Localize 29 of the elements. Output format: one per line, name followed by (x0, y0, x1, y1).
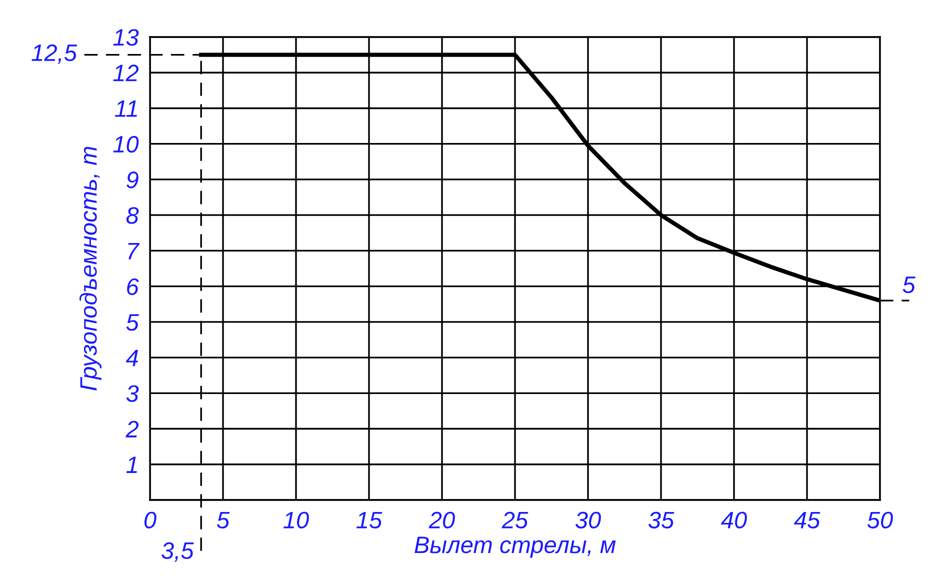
x-tick-label: 35 (648, 512, 674, 528)
y-tick-label: 2 (126, 420, 139, 438)
y-tick-label: 5 (126, 314, 139, 331)
y-tick-label: 3 (126, 385, 139, 402)
y-tick-label: 8 (126, 207, 139, 224)
x-axis-title: Вылет стрелы, м (414, 536, 616, 558)
x-tick-label: 25 (502, 512, 528, 528)
annotation: 5 (902, 276, 916, 294)
x-tick-label: 50 (867, 512, 893, 528)
y-tick-label: 4 (126, 350, 138, 366)
y-axis-title: Грузоподъемность, т (79, 146, 102, 391)
x-tick-label: 0 (144, 512, 156, 528)
x-tick-label: 40 (721, 512, 747, 528)
y-tick-label: 1 (126, 456, 137, 473)
y-tick-label: 13 (113, 29, 139, 46)
x-tick-label: 45 (794, 512, 820, 528)
x-tick-label: 10 (283, 512, 309, 528)
ref-line-label: 12,5 (32, 44, 78, 64)
x-tick-label: 15 (356, 512, 382, 528)
y-tick-label: 6 (127, 278, 139, 296)
y-tick-label: 10 (113, 136, 139, 153)
x-tick-label: 5 (216, 512, 230, 528)
x-tick-label: 20 (428, 512, 455, 528)
y-tick-label: 11 (114, 100, 137, 117)
y-tick-label: 9 (126, 172, 138, 188)
ref-line-label: 3,5 (162, 542, 194, 562)
y-tick-label: 7 (128, 243, 140, 260)
x-tick-label: 30 (575, 512, 601, 528)
y-tick-label: 12 (113, 64, 139, 82)
